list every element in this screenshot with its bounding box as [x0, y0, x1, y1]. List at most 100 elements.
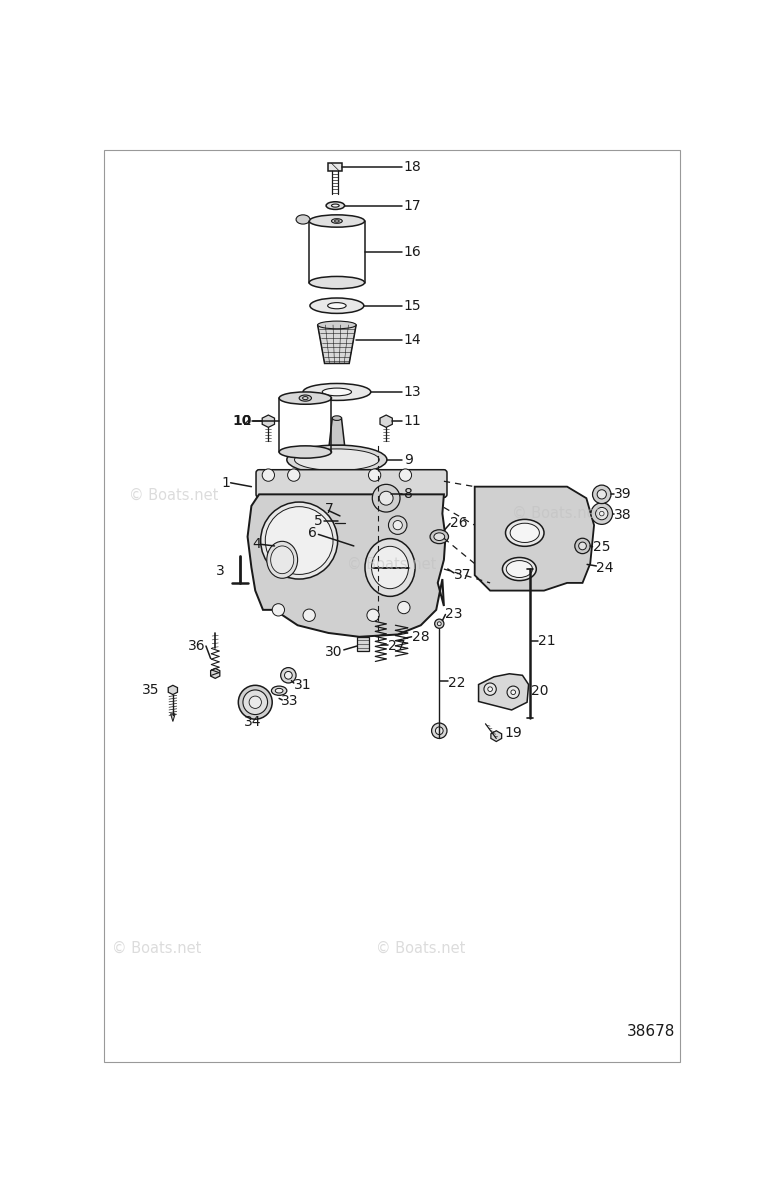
Polygon shape [354, 540, 366, 552]
Circle shape [274, 473, 282, 480]
Polygon shape [248, 494, 445, 637]
Circle shape [382, 473, 390, 480]
Circle shape [591, 503, 613, 524]
Ellipse shape [318, 322, 356, 329]
Ellipse shape [286, 445, 387, 474]
Circle shape [249, 696, 261, 708]
Ellipse shape [379, 472, 393, 482]
Circle shape [272, 604, 284, 616]
Ellipse shape [271, 686, 286, 695]
Circle shape [280, 667, 296, 683]
Polygon shape [380, 415, 393, 427]
Circle shape [294, 473, 302, 480]
Circle shape [372, 485, 400, 512]
Polygon shape [262, 415, 274, 427]
Polygon shape [356, 550, 362, 565]
Ellipse shape [506, 520, 544, 546]
Ellipse shape [279, 392, 332, 404]
Text: 14: 14 [404, 334, 422, 347]
Circle shape [398, 601, 410, 613]
Circle shape [262, 469, 274, 481]
Polygon shape [170, 714, 175, 721]
Text: 17: 17 [404, 198, 422, 212]
Text: 4: 4 [252, 538, 261, 551]
Text: 36: 36 [188, 640, 206, 653]
Ellipse shape [296, 215, 310, 224]
Text: 31: 31 [294, 678, 312, 691]
Text: 37: 37 [454, 569, 471, 582]
Circle shape [578, 542, 586, 550]
Polygon shape [474, 487, 594, 590]
Polygon shape [318, 325, 356, 364]
Ellipse shape [434, 533, 445, 540]
Circle shape [355, 473, 363, 480]
Circle shape [484, 683, 497, 695]
Circle shape [261, 502, 338, 580]
Circle shape [367, 610, 379, 622]
Text: 24: 24 [597, 560, 613, 575]
Ellipse shape [295, 449, 379, 470]
Circle shape [287, 469, 300, 481]
Text: 26: 26 [450, 516, 468, 530]
Ellipse shape [507, 560, 533, 577]
Circle shape [393, 521, 403, 529]
Circle shape [435, 727, 443, 734]
Text: 22: 22 [448, 676, 465, 690]
Text: 19: 19 [504, 726, 522, 740]
FancyBboxPatch shape [256, 469, 447, 498]
Ellipse shape [309, 276, 364, 289]
Polygon shape [168, 685, 177, 695]
Circle shape [597, 490, 607, 499]
Text: 23: 23 [445, 607, 463, 620]
Polygon shape [211, 668, 220, 678]
Text: 15: 15 [404, 299, 422, 313]
Polygon shape [478, 673, 529, 710]
Ellipse shape [352, 472, 366, 482]
Circle shape [265, 506, 333, 575]
Circle shape [507, 686, 520, 698]
Text: © Boats.net: © Boats.net [347, 557, 436, 572]
Text: 34: 34 [244, 714, 262, 728]
Circle shape [386, 487, 392, 493]
Bar [357, 637, 369, 650]
Circle shape [400, 469, 412, 481]
Circle shape [333, 516, 347, 529]
Text: 2: 2 [243, 414, 251, 428]
Circle shape [303, 610, 316, 622]
Circle shape [437, 622, 442, 625]
Circle shape [284, 672, 292, 679]
Text: © Boats.net: © Boats.net [512, 506, 601, 521]
Text: 6: 6 [308, 526, 317, 540]
Text: 33: 33 [280, 694, 298, 708]
Text: 25: 25 [593, 540, 610, 554]
Text: 20: 20 [531, 684, 549, 697]
Ellipse shape [328, 302, 346, 308]
Polygon shape [329, 163, 342, 170]
Circle shape [386, 496, 392, 502]
Ellipse shape [322, 388, 351, 396]
Text: 27: 27 [388, 640, 406, 653]
Text: 38678: 38678 [627, 1024, 675, 1038]
Ellipse shape [309, 215, 364, 227]
Text: 30: 30 [325, 646, 342, 659]
Text: 9: 9 [404, 452, 413, 467]
Ellipse shape [430, 529, 448, 544]
Ellipse shape [270, 546, 294, 574]
Ellipse shape [279, 446, 332, 458]
Text: © Boats.net: © Boats.net [377, 941, 465, 955]
Ellipse shape [510, 523, 539, 542]
Ellipse shape [275, 689, 283, 694]
Circle shape [276, 547, 283, 554]
Ellipse shape [271, 472, 285, 482]
Text: 38: 38 [614, 508, 632, 522]
Circle shape [278, 550, 281, 552]
Text: 7: 7 [325, 502, 333, 516]
Text: © Boats.net: © Boats.net [112, 941, 201, 955]
Text: 39: 39 [614, 487, 632, 502]
Circle shape [243, 690, 267, 714]
Circle shape [596, 508, 608, 520]
Text: 18: 18 [404, 160, 422, 174]
Polygon shape [491, 731, 502, 742]
Polygon shape [274, 545, 302, 556]
Circle shape [487, 686, 493, 691]
